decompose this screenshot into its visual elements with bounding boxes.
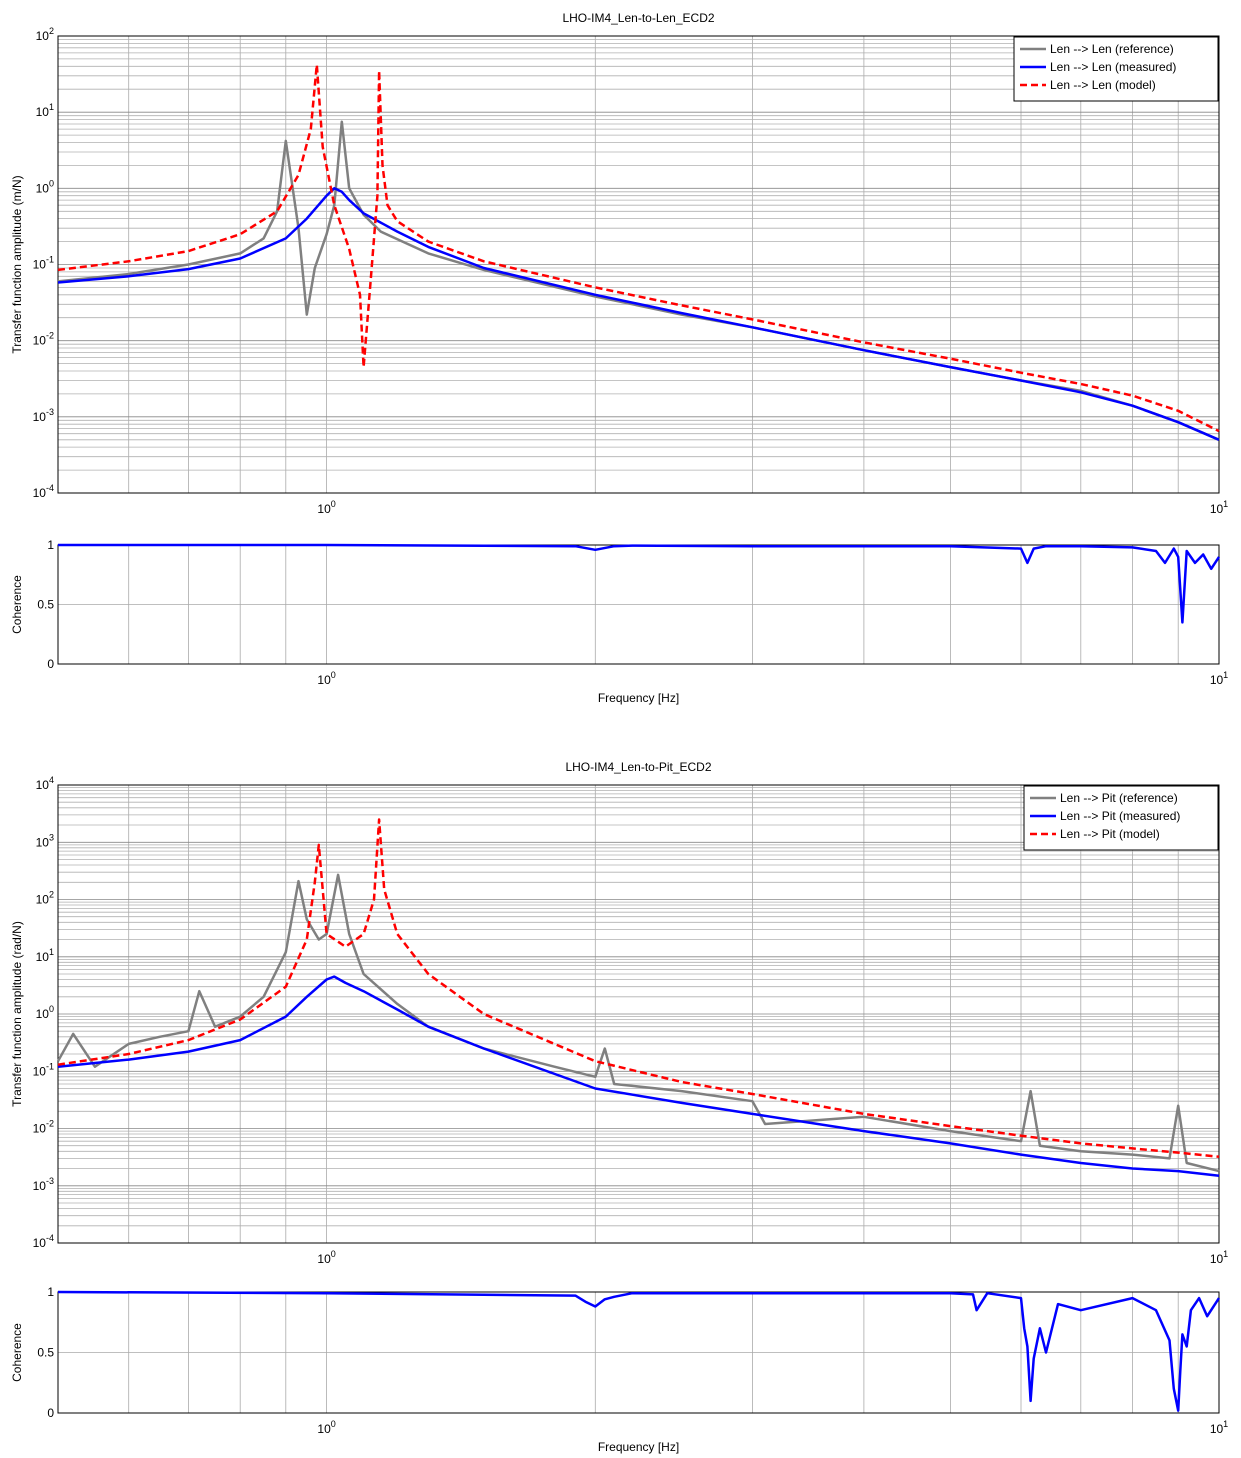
legend-entry: Len --> Len (model) <box>1050 78 1156 92</box>
y-tick-label: 0 <box>47 657 54 671</box>
x-tick-label: 100 <box>317 1249 335 1266</box>
y-tick-label: 10-1 <box>33 1061 54 1078</box>
legend-entry: Len --> Pit (measured) <box>1060 809 1180 823</box>
x-axis-label: Frequency [Hz] <box>598 1440 679 1454</box>
y-tick-label: 10-4 <box>33 1233 54 1250</box>
y-tick-label: 10-3 <box>33 1176 54 1193</box>
legend-entry: Len --> Len (reference) <box>1050 42 1174 56</box>
y-tick-label: 0.5 <box>37 1346 54 1360</box>
chart-4: 100 101 0 0.5 1 Coherence Frequency [Hz] <box>10 1285 1228 1454</box>
x-tick-label: 100 <box>317 1419 335 1436</box>
chart-2: 100 101 0 0.5 1 Coherence Frequency [Hz] <box>10 538 1228 705</box>
legend-entry: Len --> Pit (reference) <box>1060 791 1178 805</box>
series-line-coherence <box>58 543 1221 624</box>
chart-3: 100 101 10-4 10-3 10-2 10-1 100 101 102 103 104 LHO… <box>10 760 1228 1266</box>
legend: Len --> Len (reference) Len --> Len (meas… <box>1013 36 1219 102</box>
y-tick-label: 100 <box>36 178 54 195</box>
y-tick-label: 10-2 <box>33 1119 54 1136</box>
y-tick-label: 10-1 <box>33 255 54 272</box>
grid <box>58 1292 1219 1413</box>
y-tick-label: 103 <box>36 832 54 849</box>
axes-frame <box>57 35 1220 494</box>
series-group <box>57 1290 1221 1412</box>
y-tick-label: 0 <box>47 1406 54 1420</box>
y-tick-label: 0.5 <box>37 598 54 612</box>
x-tick-label: 101 <box>1210 670 1228 687</box>
series-group <box>56 818 1220 1177</box>
y-axis-label: Transfer function amplitude (rad/N) <box>10 921 24 1107</box>
chart-title: LHO-IM4_Len-to-Len_ECD2 <box>562 11 714 25</box>
grid <box>58 36 1219 494</box>
y-tick-label: 10-4 <box>33 483 54 500</box>
x-tick-label: 101 <box>1210 1419 1228 1436</box>
legend-entry: Len --> Pit (model) <box>1060 827 1160 841</box>
y-axis-label: Transfer function amplitude (m/N) <box>10 175 24 353</box>
series-line-len-pit-measured- <box>57 975 1220 1177</box>
series-line-coherence <box>57 1290 1221 1412</box>
chart-title: LHO-IM4_Len-to-Pit_ECD2 <box>565 760 711 774</box>
x-tick-label: 100 <box>317 670 335 687</box>
legend-box <box>1013 36 1219 102</box>
axes-frame <box>57 784 1220 1244</box>
legend-box <box>1023 785 1219 851</box>
series-line-len-len-measured- <box>57 187 1220 441</box>
chart-1: 100 101 10-4 10-3 10-2 10-1 100 101 102 LHO-IM4_L… <box>10 11 1228 516</box>
y-tick-label: 10-2 <box>33 331 54 348</box>
y-axis-label: Coherence <box>10 575 24 634</box>
y-tick-label: 100 <box>36 1004 54 1021</box>
legend: Len --> Pit (reference) Len --> Pit (meas… <box>1023 785 1219 851</box>
y-tick-label: 1 <box>47 1285 54 1299</box>
x-tick-label: 101 <box>1210 1249 1228 1266</box>
series-line-len-pit-model- <box>57 818 1220 1159</box>
series-group <box>57 63 1220 441</box>
y-tick-label: 102 <box>36 26 54 43</box>
y-tick-label: 1 <box>47 538 54 552</box>
y-tick-label: 101 <box>36 102 54 119</box>
legend-entry: Len --> Len (measured) <box>1050 60 1176 74</box>
series-group <box>58 543 1221 624</box>
x-tick-label: 101 <box>1210 499 1228 516</box>
x-tick-label: 100 <box>317 499 335 516</box>
grid <box>58 545 1219 664</box>
y-axis-label: Coherence <box>10 1323 24 1382</box>
y-tick-label: 104 <box>36 775 54 792</box>
x-axis-label: Frequency [Hz] <box>598 691 679 705</box>
y-tick-label: 10-3 <box>33 407 54 424</box>
y-tick-label: 102 <box>36 890 54 907</box>
y-tick-label: 101 <box>36 947 54 964</box>
